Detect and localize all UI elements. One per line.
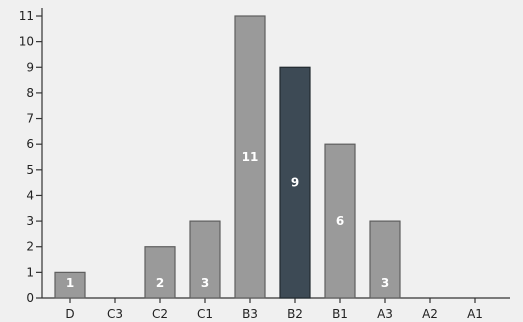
- y-tick-label: 6: [26, 137, 34, 151]
- bar-value-label: 3: [201, 276, 209, 290]
- bar-b3: [234, 15, 266, 299]
- x-tick-label: C2: [152, 307, 168, 321]
- y-tick-label: 0: [26, 291, 34, 305]
- x-tick-label: A1: [467, 307, 483, 321]
- y-tick-label: 3: [26, 214, 34, 228]
- x-tick-label: C3: [107, 307, 123, 321]
- y-tick-label: 11: [19, 9, 34, 23]
- bar-value-label: 9: [291, 176, 299, 190]
- y-tick-label: 1: [26, 265, 34, 279]
- y-tick-label: 2: [26, 240, 34, 254]
- y-axis: 0 1 2 3 4 5 6 7 8 9 10 11: [19, 8, 43, 305]
- x-tick-label: B3: [242, 307, 258, 321]
- y-tick-label: 9: [26, 60, 34, 74]
- bars: 1 2 3 11 9 6 3: [54, 15, 401, 299]
- y-tick-label: 4: [26, 188, 34, 202]
- bar-b2: [279, 66, 311, 299]
- bar-b1: [324, 143, 356, 299]
- x-axis: D C3 C2 C1 B3 B2 B1 A3 A2 A1: [42, 297, 510, 321]
- x-tick-label: D: [65, 307, 74, 321]
- bar-value-label: 3: [381, 276, 389, 290]
- bar-a3: [369, 220, 401, 299]
- x-tick-label: B2: [287, 307, 303, 321]
- x-tick-label: C1: [197, 307, 213, 321]
- bar-value-label: 1: [66, 276, 74, 290]
- bar-d: [54, 271, 86, 299]
- bar-value-label: 2: [156, 276, 164, 290]
- bar-value-label: 11: [242, 150, 259, 164]
- y-tick-label: 7: [26, 112, 34, 126]
- y-tick-label: 8: [26, 86, 34, 100]
- bar-value-label: 6: [336, 214, 344, 228]
- bar-c1: [189, 220, 221, 299]
- y-tick-label: 10: [19, 35, 34, 49]
- x-tick-label: B1: [332, 307, 348, 321]
- bar-c2: [144, 246, 176, 299]
- y-tick-label: 5: [26, 163, 34, 177]
- x-tick-label: A3: [377, 307, 393, 321]
- x-tick-label: A2: [422, 307, 438, 321]
